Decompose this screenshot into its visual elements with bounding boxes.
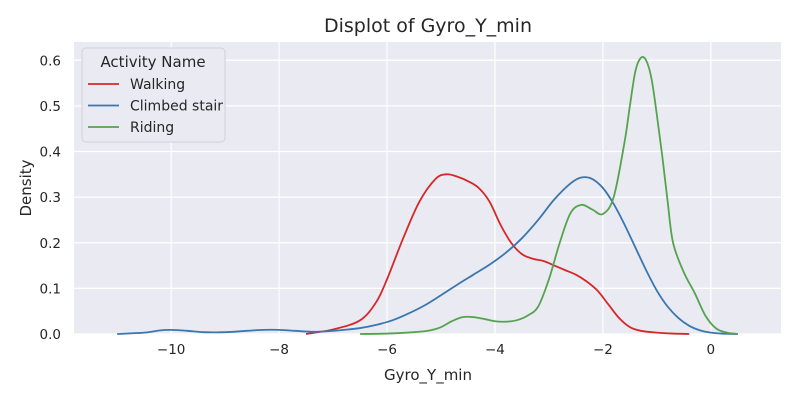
x-tick-label: 0: [707, 342, 716, 358]
grid-lines: [74, 42, 781, 335]
y-tick-label: 0.4: [40, 145, 61, 161]
series-line-3: [360, 56, 738, 335]
legend-title: Activity Name: [100, 53, 205, 71]
x-tick-label: −4: [485, 342, 505, 358]
series-line-1: [305, 173, 690, 335]
y-tick-label: 0.0: [40, 327, 61, 343]
x-tick-label: −6: [377, 342, 397, 358]
chart-title: Displot of Gyro_Y_min: [324, 15, 532, 37]
legend-items: Walking Climbed stair Riding: [88, 77, 223, 136]
legend-box: [81, 47, 226, 143]
x-axis-ticks: −10 −8 −6 −4 −2 0: [157, 342, 715, 358]
series-lines: [117, 56, 738, 335]
y-axis-label: Density: [17, 159, 35, 216]
y-tick-label: 0.6: [40, 53, 61, 69]
x-tick-label: −8: [269, 342, 289, 358]
y-tick-label: 0.3: [40, 190, 61, 206]
y-tick-label: 0.5: [40, 99, 61, 115]
series-line-2: [117, 176, 738, 335]
legend: Activity Name Walking Climbed stair Riding: [81, 47, 226, 143]
legend-label: Riding: [130, 120, 174, 136]
legend-label: Walking: [130, 77, 185, 93]
legend-label: Climbed stair: [130, 99, 223, 115]
y-tick-label: 0.1: [40, 281, 61, 297]
x-tick-label: −2: [593, 342, 613, 358]
x-tick-label: −10: [157, 342, 186, 358]
x-axis-label: Gyro_Y_min: [384, 366, 472, 385]
y-axis-ticks: 0.0 0.1 0.2 0.3 0.4 0.5 0.6: [40, 53, 61, 343]
y-tick-label: 0.2: [40, 236, 61, 252]
